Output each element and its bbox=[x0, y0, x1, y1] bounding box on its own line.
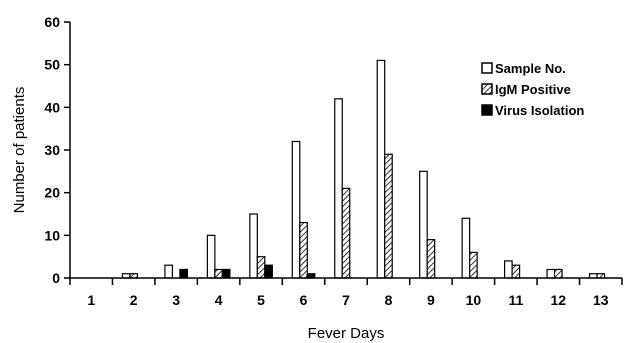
y-axis-title: Number of patients bbox=[11, 87, 28, 214]
bar-series-0-day-12 bbox=[546, 268, 556, 279]
y-axis-ticks: 0 10 20 30 40 50 60 bbox=[44, 14, 70, 286]
legend-swatch-1 bbox=[481, 83, 493, 95]
bar-series-1-day-4 bbox=[214, 268, 223, 279]
bar-series-1-day-6 bbox=[299, 221, 308, 279]
legend-swatch-2 bbox=[481, 104, 493, 116]
legend-swatch-0 bbox=[481, 62, 493, 74]
bar-series-0-day-3 bbox=[164, 264, 174, 279]
x-tick-label-8: 9 bbox=[427, 292, 435, 308]
x-tick-label-9: 10 bbox=[466, 292, 482, 308]
bar-series-2-day-4 bbox=[221, 268, 231, 279]
x-tick-label-3: 4 bbox=[215, 292, 223, 308]
legend-label-1: IgM Positive bbox=[495, 82, 571, 97]
bar-series-1-day-7 bbox=[341, 187, 351, 279]
bar-series-0-day-11 bbox=[503, 260, 513, 279]
y-tick-label-1: 10 bbox=[44, 227, 60, 243]
x-tick-label-5: 6 bbox=[300, 292, 308, 308]
bar-series-0-day-6 bbox=[291, 140, 301, 279]
x-tick-label-11: 12 bbox=[551, 292, 567, 308]
bar-series-1-day-9 bbox=[426, 239, 436, 279]
x-tick-label-7: 8 bbox=[385, 292, 393, 308]
bar-series-1-day-5 bbox=[256, 256, 266, 279]
bar-series-0-day-4 bbox=[206, 234, 216, 279]
x-tick-label-12: 13 bbox=[593, 292, 609, 308]
bar-series-2-day-3 bbox=[179, 268, 189, 279]
bar-series-0-day-10 bbox=[461, 217, 471, 279]
y-tick-label-5: 50 bbox=[44, 57, 60, 73]
bar-series-0-day-8 bbox=[376, 59, 386, 279]
y-tick-label-3: 30 bbox=[44, 142, 60, 158]
x-tick-label-2: 3 bbox=[172, 292, 180, 308]
x-tick-label-6: 7 bbox=[342, 292, 350, 308]
bar-series-0-day-7 bbox=[334, 98, 343, 279]
x-tick-label-1: 2 bbox=[130, 292, 138, 308]
y-tick-label-0: 0 bbox=[52, 270, 60, 286]
bar-series-1-day-8 bbox=[384, 153, 393, 279]
x-tick-label-0: 1 bbox=[87, 292, 95, 308]
bars bbox=[121, 59, 606, 279]
legend-label-0: Sample No. bbox=[495, 61, 566, 76]
y-tick-label-2: 20 bbox=[44, 185, 60, 201]
x-axis-ticks: 1 2 3 4 5 6 7 8 9 10 11 12 13 bbox=[69, 278, 623, 308]
x-tick-label-10: 11 bbox=[508, 292, 523, 308]
bar-series-2-day-5 bbox=[264, 264, 273, 279]
bar-series-1-day-12 bbox=[553, 268, 563, 279]
y-tick-label-4: 40 bbox=[44, 99, 60, 115]
bar-series-1-day-10 bbox=[469, 251, 478, 279]
x-tick-label-4: 5 bbox=[257, 292, 265, 308]
x-axis-title: Fever Days bbox=[308, 325, 385, 342]
legend: Sample No. IgM Positive Virus Isolation bbox=[481, 61, 584, 118]
bar-series-0-day-9 bbox=[419, 170, 428, 279]
legend-label-2: Virus Isolation bbox=[495, 103, 584, 118]
y-tick-label-6: 60 bbox=[44, 14, 60, 30]
bar-series-0-day-5 bbox=[249, 213, 258, 279]
bar-series-1-day-11 bbox=[511, 264, 521, 279]
